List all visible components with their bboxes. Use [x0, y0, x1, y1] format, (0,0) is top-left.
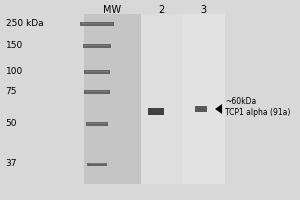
Bar — [84, 70, 110, 74]
Bar — [87, 123, 107, 124]
Text: 2: 2 — [158, 5, 165, 15]
Text: ~60kDa: ~60kDa — [225, 98, 256, 106]
Text: 3: 3 — [201, 5, 207, 15]
Bar — [84, 14, 141, 184]
Bar — [87, 162, 107, 166]
Text: 150: 150 — [6, 42, 23, 50]
Bar — [183, 14, 225, 184]
Bar — [86, 122, 108, 126]
Bar — [195, 106, 207, 112]
Text: 250 kDa: 250 kDa — [6, 20, 43, 28]
Text: 37: 37 — [6, 160, 17, 168]
Bar — [86, 71, 108, 72]
Bar — [84, 45, 110, 46]
Polygon shape — [215, 104, 222, 114]
Bar — [84, 90, 110, 94]
Text: 75: 75 — [6, 88, 17, 97]
Bar — [80, 22, 114, 26]
Bar — [88, 163, 105, 164]
Bar — [82, 23, 112, 24]
Bar — [141, 14, 183, 184]
Text: 50: 50 — [6, 119, 17, 129]
Text: TCP1 alpha (91a): TCP1 alpha (91a) — [225, 108, 290, 116]
Bar — [86, 91, 108, 92]
Bar — [83, 44, 111, 48]
Text: 100: 100 — [6, 68, 23, 76]
Bar — [225, 14, 275, 184]
Text: MW: MW — [103, 5, 122, 15]
Bar — [148, 108, 164, 114]
